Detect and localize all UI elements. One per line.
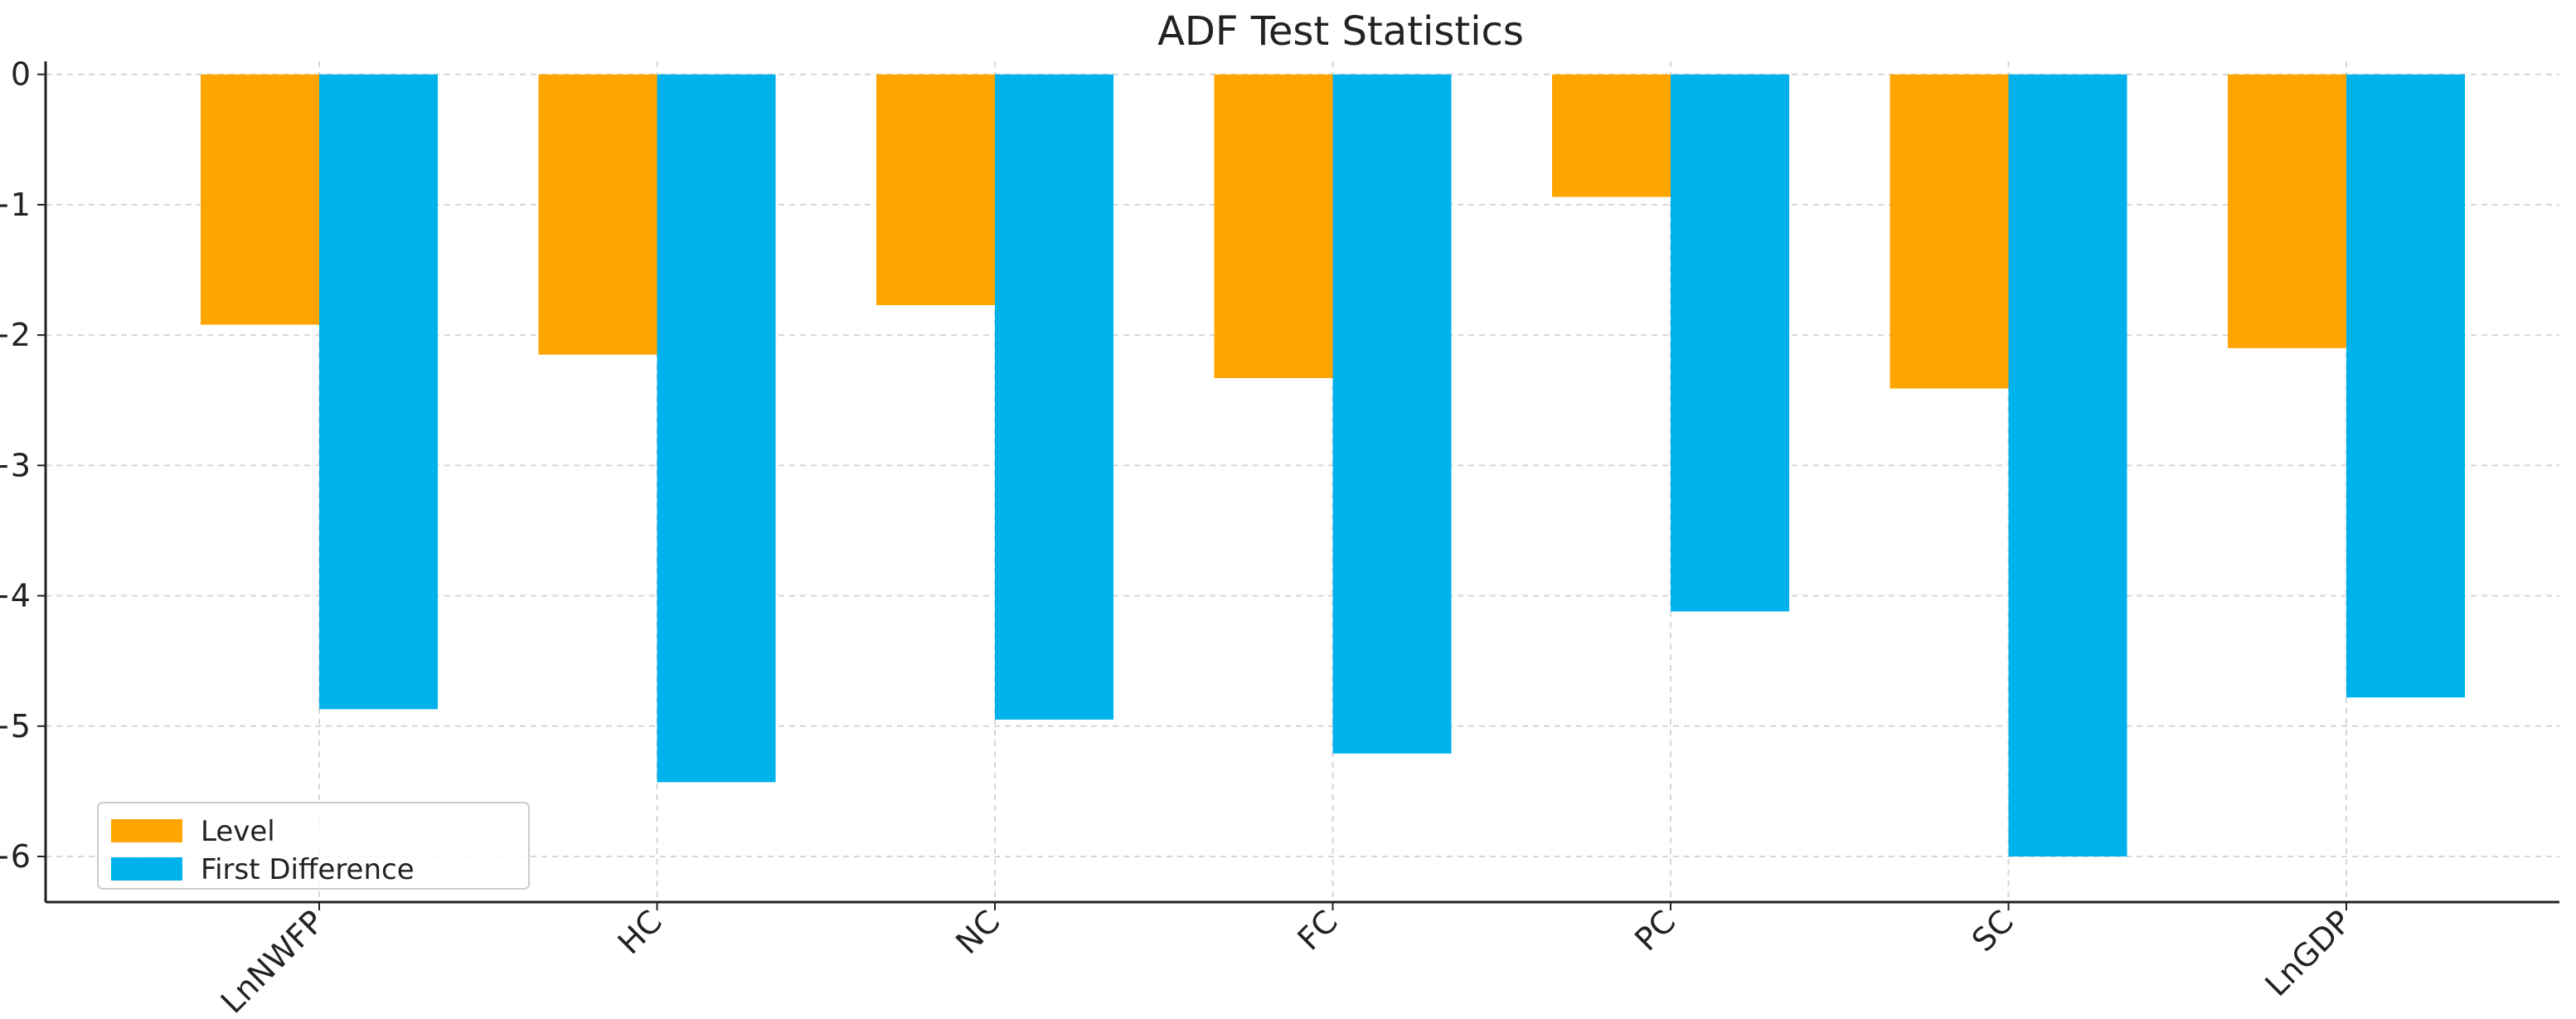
legend-label: First Difference bbox=[201, 853, 415, 886]
x-tick-label: SC bbox=[1965, 903, 2021, 958]
y-tick-label: −4 bbox=[0, 578, 31, 614]
bar-first-difference-fc bbox=[1332, 74, 1452, 754]
chart-title: ADF Test Statistics bbox=[1157, 8, 1524, 55]
bar-first-difference-hc bbox=[657, 74, 776, 783]
y-tick-label: −5 bbox=[0, 708, 31, 745]
bar-level-lngdp bbox=[2228, 74, 2346, 348]
legend-swatch bbox=[111, 819, 182, 842]
bar-level-fc bbox=[1214, 74, 1333, 379]
x-tick-label: LnNWFP bbox=[214, 903, 331, 1016]
bar-level-hc bbox=[538, 74, 657, 355]
y-tick-label: −3 bbox=[0, 447, 31, 483]
y-tick-label: −1 bbox=[0, 187, 31, 223]
legend-swatch bbox=[111, 857, 182, 881]
bar-first-difference-pc bbox=[1671, 74, 1789, 612]
x-tick-label: PC bbox=[1628, 903, 1682, 958]
legend: Level First Difference bbox=[97, 802, 530, 890]
bars-layer bbox=[201, 74, 2465, 856]
y-tick-label: 0 bbox=[11, 56, 31, 93]
y-tick-label: −6 bbox=[0, 838, 31, 875]
bar-first-difference-lnnwfp bbox=[319, 74, 438, 710]
bar-first-difference-nc bbox=[995, 74, 1113, 720]
bar-first-difference-lngdp bbox=[2346, 74, 2465, 698]
bar-level-sc bbox=[1890, 74, 2009, 389]
bar-level-pc bbox=[1552, 74, 1671, 197]
x-tick-label: FC bbox=[1291, 903, 1345, 957]
x-tick-label: LnGDP bbox=[2258, 903, 2359, 1003]
legend-label: Level bbox=[201, 815, 275, 848]
axes-layer bbox=[44, 61, 2559, 904]
bar-level-nc bbox=[876, 74, 995, 305]
legend-box bbox=[97, 802, 530, 890]
bar-level-lnnwfp bbox=[201, 74, 319, 325]
x-tick-label: NC bbox=[948, 903, 1007, 961]
bar-first-difference-sc bbox=[2008, 74, 2127, 856]
x-tick-label: HC bbox=[611, 903, 669, 961]
y-tick-label: −2 bbox=[0, 317, 31, 353]
